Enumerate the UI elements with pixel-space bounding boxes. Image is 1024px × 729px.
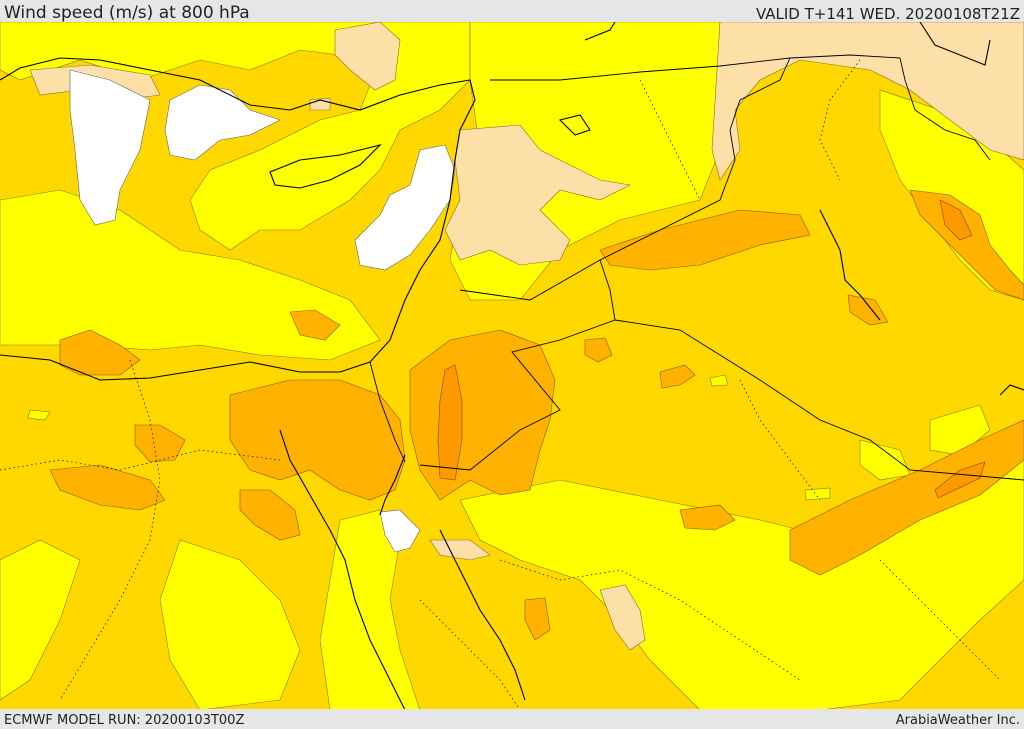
header-bar: Wind speed (m/s) at 800 hPa VALID T+141 …: [0, 0, 1024, 23]
wind-band-below-5: [69, 69, 456, 553]
map-canvas: [0, 22, 1024, 710]
wind-band-20-25: [437, 199, 986, 499]
admin-boundaries: [0, 59, 1001, 710]
credit-label: ArabiaWeather Inc.: [895, 713, 1020, 728]
country-borders: [369, 54, 1024, 481]
model-run-label: ECMWF MODEL RUN: 20200103T00Z: [4, 713, 245, 728]
footer-bar: ECMWF MODEL RUN: 20200103T00Z ArabiaWeat…: [0, 709, 1024, 729]
coastlines: [0, 22, 1024, 710]
wind-band-15-20: [49, 189, 1024, 641]
wind-speed-map: [0, 22, 1024, 710]
valid-time: VALID T+141 WED. 20200108T21Z: [755, 5, 1020, 23]
map-title: Wind speed (m/s) at 800 hPa: [4, 3, 250, 23]
